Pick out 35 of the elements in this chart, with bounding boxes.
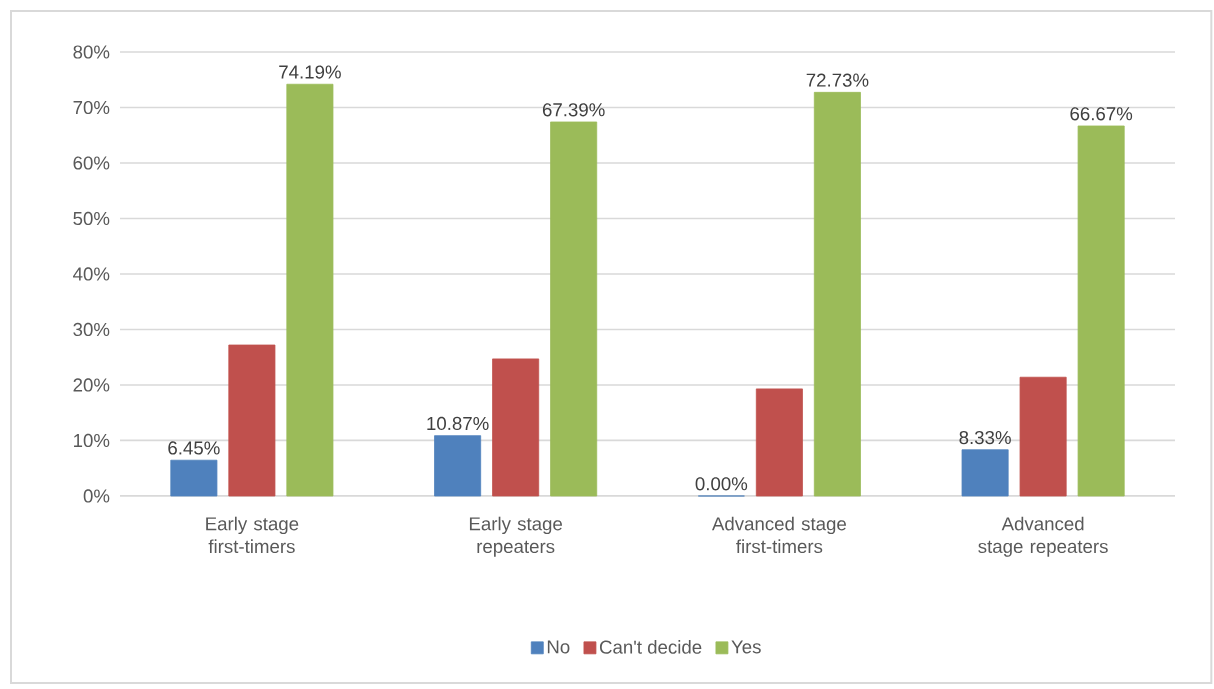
data-label: 10.87% xyxy=(427,416,489,431)
legend-label: Can't decide xyxy=(599,640,702,654)
x-tick-label: Advanced stage first-timers xyxy=(711,516,846,554)
data-label: 0.00% xyxy=(695,477,748,491)
bar xyxy=(1019,376,1067,497)
data-label: 6.45% xyxy=(168,441,220,455)
bar xyxy=(550,121,598,497)
bar xyxy=(813,91,861,497)
data-label: 74.19% xyxy=(279,65,341,79)
y-tick-label: 50% xyxy=(73,211,110,226)
bar xyxy=(170,459,218,497)
legend-label: Yes xyxy=(731,640,761,654)
bar xyxy=(492,358,540,497)
x-tick-label: Early stage repeaters xyxy=(469,516,562,557)
y-tick-label: 80% xyxy=(73,45,110,59)
bar xyxy=(228,344,276,497)
bar xyxy=(286,83,334,497)
bar xyxy=(961,449,1009,497)
y-tick-label: 60% xyxy=(73,156,110,170)
data-label: 8.33% xyxy=(959,430,1011,445)
data-label: 67.39% xyxy=(542,103,605,117)
y-tick-label: 0% xyxy=(83,489,110,503)
y-tick-label: 10% xyxy=(74,433,110,448)
x-tick-label: Early stage first-timers xyxy=(206,516,299,554)
bar xyxy=(755,388,803,497)
legend-label: No xyxy=(547,640,570,654)
data-label: 66.67% xyxy=(1070,107,1133,121)
bar xyxy=(1077,125,1125,497)
x-tick-label: Advanced stage repeaters xyxy=(978,516,1108,557)
y-tick-label: 70% xyxy=(73,100,110,115)
data-label: 72.73% xyxy=(806,73,869,87)
y-tick-label: 30% xyxy=(73,322,110,337)
y-tick-label: 20% xyxy=(73,378,110,392)
y-tick-label: 40% xyxy=(73,267,110,281)
bar xyxy=(434,435,482,497)
